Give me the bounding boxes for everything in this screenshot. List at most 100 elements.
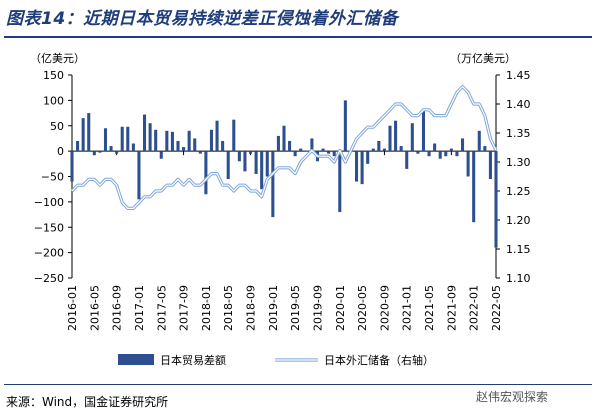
trade-balance-bar (159, 151, 163, 159)
trade-balance-bar (271, 151, 275, 218)
trade-balance-bar (455, 151, 459, 157)
trade-balance-bar (98, 151, 102, 153)
trade-balance-bar (299, 148, 303, 152)
trade-balance-bar (304, 151, 308, 152)
trade-balance-bar (115, 151, 119, 154)
x-tick-label: 2019-01 (267, 285, 280, 331)
trade-balance-bar (209, 129, 214, 152)
x-tick-label: 2016-01 (66, 285, 79, 331)
trade-balance-bar (477, 130, 481, 152)
trade-balance-bar (405, 151, 409, 169)
x-tick-label: 2018-05 (222, 285, 235, 331)
fx-reserve-line (70, 84, 498, 210)
trade-balance-bar (81, 118, 85, 152)
trade-balance-bar (226, 151, 230, 180)
trade-balance-bar (243, 151, 247, 172)
trade-balance-bar (265, 151, 269, 177)
trade-balance-bar (399, 146, 403, 152)
trade-balance-bar (198, 151, 202, 154)
trade-balance-bar (126, 126, 130, 152)
trade-balance-bar (321, 148, 325, 152)
trade-balance-bar (176, 140, 180, 152)
chart-title: 图表14：近期日本贸易持续逆差正侵蚀着外汇储备 (6, 9, 399, 29)
trade-balance-bar (360, 151, 364, 185)
trade-balance-bar (103, 128, 108, 152)
left-tick-label: −200 (34, 247, 64, 260)
x-tick-label: 2017-01 (133, 285, 146, 331)
trade-balance-bars (70, 100, 498, 248)
trade-balance-bar (388, 125, 392, 152)
x-tick-label: 2017-05 (155, 285, 168, 331)
right-tick-label: 1.30 (506, 156, 531, 169)
trade-balance-bar (427, 151, 431, 157)
trade-balance-bar (70, 151, 74, 182)
source-note: 来源：Wind，国金证券研究所 (6, 395, 169, 409)
trade-balance-bar (221, 140, 225, 152)
x-tick-label: 2018-09 (245, 285, 258, 331)
trade-balance-bar (165, 130, 169, 152)
x-tick-label: 2021-05 (423, 285, 436, 331)
right-axis-unit: （万亿美元） (450, 52, 516, 65)
trade-balance-bar (237, 151, 241, 162)
legend-line-label: 日本外汇储备（右轴） (324, 353, 434, 367)
trade-balance-bar (466, 151, 470, 177)
trade-balance-bar (142, 114, 147, 152)
legend: 日本贸易差额 日本外汇储备（右轴） (118, 353, 434, 367)
watermark-text: 赵伟宏观探索 (476, 390, 549, 404)
trade-balance-bar (182, 147, 186, 152)
left-tick-label: −100 (34, 196, 64, 209)
x-tick-label: 2022-05 (490, 285, 503, 331)
trade-balance-bar (377, 140, 381, 152)
trade-balance-bar (449, 148, 453, 152)
trade-balance-bar (254, 151, 258, 174)
left-tick-label: 0 (57, 145, 64, 158)
x-tick-label: 2018-01 (200, 285, 213, 331)
trade-balance-bar (288, 140, 292, 152)
chart-canvas: 150 100 50 0 −50 −100 −150 −200 −250 1.45 1.40 1.35… (30, 52, 531, 367)
trade-balance-bar (444, 151, 448, 157)
trade-balance-bar (460, 138, 465, 152)
x-tick-label: 2016-09 (111, 285, 124, 331)
x-tick-label: 2019-09 (311, 285, 324, 331)
trade-balance-bar (366, 151, 370, 164)
trade-balance-bar (421, 110, 426, 152)
axes (68, 74, 500, 279)
trade-balance-bar (215, 120, 219, 152)
left-tick-label: −150 (34, 221, 64, 234)
trade-balance-bar (371, 148, 375, 152)
right-tick-label: 1.20 (506, 214, 531, 227)
trade-balance-bar (343, 100, 347, 152)
footer-divider (4, 384, 592, 385)
trade-balance-bar (410, 123, 414, 152)
left-axis-unit: （亿美元） (30, 52, 85, 65)
trade-balance-bar (109, 146, 113, 152)
right-tick-label: 1.35 (506, 127, 531, 140)
left-tick-label: 50 (50, 120, 64, 133)
legend-bar-swatch (118, 354, 154, 365)
trade-balance-bar (120, 126, 124, 152)
trade-balance-bar (488, 151, 492, 180)
trade-balance-bar (87, 113, 91, 152)
x-tick-label: 2021-09 (445, 285, 458, 331)
right-tick-label: 1.40 (506, 98, 531, 111)
x-tick-label: 2021-01 (401, 285, 414, 331)
trade-balance-bar (260, 151, 264, 190)
x-tick-label: 2019-05 (289, 285, 302, 331)
trade-balance-bar (332, 151, 336, 157)
trade-balance-bar (76, 140, 80, 152)
trade-balance-bar (382, 148, 386, 152)
x-tick-label: 2020-09 (378, 285, 391, 331)
trade-balance-bar (148, 123, 152, 152)
trade-balance-bar (187, 130, 191, 152)
left-tick-label: −50 (41, 171, 64, 184)
x-tick-label: 2017-09 (178, 285, 191, 331)
trade-balance-bar (170, 131, 174, 152)
right-tick-label: 1.15 (506, 243, 531, 256)
trade-balance-bar (433, 143, 437, 152)
trade-balance-bar (193, 138, 197, 152)
right-tick-label: 1.45 (506, 69, 531, 82)
trade-balance-bar (483, 146, 487, 152)
trade-balance-bar (232, 119, 236, 152)
trade-balance-bar (327, 151, 331, 154)
x-tick-label: 2020-05 (356, 285, 369, 331)
